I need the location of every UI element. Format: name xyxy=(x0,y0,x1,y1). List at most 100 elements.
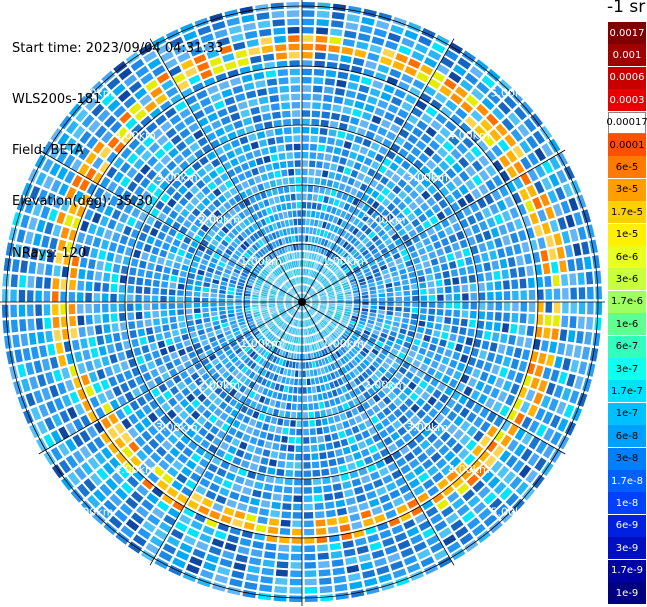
data-gate xyxy=(302,143,309,151)
data-gate xyxy=(5,242,15,257)
data-gate xyxy=(193,255,201,263)
data-gate xyxy=(298,243,302,251)
data-gate xyxy=(111,273,119,283)
data-gate xyxy=(285,263,289,270)
data-gate xyxy=(354,537,367,546)
data-gate xyxy=(278,349,284,357)
data-gate xyxy=(376,380,385,388)
colorbar-level: 0.0001 xyxy=(608,134,646,156)
data-gate xyxy=(248,337,256,344)
data-gate xyxy=(371,549,385,559)
data-gate xyxy=(195,485,207,496)
data-gate xyxy=(443,78,457,90)
data-gate xyxy=(375,422,384,432)
data-gate xyxy=(228,337,236,344)
data-gate xyxy=(227,445,237,455)
data-gate xyxy=(298,378,302,386)
data-gate xyxy=(271,272,277,279)
data-gate xyxy=(271,501,281,510)
data-gate xyxy=(154,325,162,334)
data-gate xyxy=(32,203,43,217)
data-gate xyxy=(302,35,314,42)
data-gate xyxy=(249,462,259,471)
data-gate xyxy=(285,300,292,302)
data-gate xyxy=(410,146,422,157)
data-gate xyxy=(196,404,206,414)
data-gate xyxy=(390,348,399,356)
data-gate xyxy=(476,273,485,282)
azimuth-spoke xyxy=(301,301,566,455)
data-gate xyxy=(338,323,346,329)
data-gate xyxy=(242,269,250,275)
data-gate xyxy=(270,154,279,162)
data-gate xyxy=(149,342,158,351)
data-gate xyxy=(486,425,498,438)
data-gate xyxy=(132,534,147,547)
data-gate xyxy=(161,440,173,451)
data-gate xyxy=(337,165,345,173)
data-gate xyxy=(361,249,369,257)
data-gate xyxy=(341,334,348,341)
data-gate xyxy=(307,395,313,402)
data-gate xyxy=(208,243,216,251)
data-gate xyxy=(581,241,590,255)
data-gate xyxy=(344,212,352,221)
data-gate xyxy=(164,453,175,464)
data-gate xyxy=(261,369,267,377)
data-gate xyxy=(387,391,397,401)
data-gate xyxy=(434,133,446,145)
data-gate xyxy=(173,428,184,439)
data-gate xyxy=(355,459,365,468)
data-gate xyxy=(304,570,317,577)
data-gate xyxy=(324,357,330,364)
data-gate xyxy=(462,510,476,523)
data-gate xyxy=(349,278,357,283)
data-gate xyxy=(267,333,273,340)
data-gate xyxy=(360,314,368,319)
data-gate xyxy=(222,550,235,560)
data-gate xyxy=(414,43,429,54)
data-gate xyxy=(330,344,337,351)
data-gate xyxy=(280,311,287,316)
data-gate xyxy=(441,374,451,384)
data-gate xyxy=(299,345,302,353)
data-gate xyxy=(419,92,432,104)
data-gate xyxy=(41,235,50,248)
data-gate xyxy=(286,152,294,160)
data-gate xyxy=(386,425,396,434)
data-gate xyxy=(330,467,339,475)
data-gate xyxy=(165,259,173,267)
data-gate xyxy=(243,252,251,259)
data-gate xyxy=(174,521,188,533)
data-gate xyxy=(363,157,373,166)
data-gate xyxy=(203,470,215,481)
data-gate xyxy=(237,234,245,242)
data-gate xyxy=(450,519,464,532)
data-gate xyxy=(237,351,245,358)
data-gate xyxy=(340,473,350,481)
data-gate xyxy=(353,397,361,406)
data-gate xyxy=(334,370,340,378)
data-gate xyxy=(150,368,160,378)
data-gate xyxy=(490,460,503,473)
data-gate xyxy=(285,144,293,151)
data-gate xyxy=(280,94,290,102)
data-gate xyxy=(255,282,262,287)
data-gate xyxy=(211,120,222,130)
data-gate xyxy=(247,178,256,186)
data-gate xyxy=(446,470,459,482)
data-gate xyxy=(437,294,444,301)
data-gate xyxy=(298,277,300,284)
colorbar-level: 1.7e-8 xyxy=(608,470,646,492)
data-gate xyxy=(114,342,123,352)
colorbar-level: 1e-5 xyxy=(608,223,646,246)
data-gate xyxy=(261,328,269,334)
data-gate xyxy=(323,230,329,238)
data-gate xyxy=(10,319,19,333)
data-gate xyxy=(100,432,112,444)
data-gate xyxy=(502,380,513,392)
data-gate xyxy=(260,228,267,236)
data-gate xyxy=(218,353,227,361)
data-gate xyxy=(43,433,55,448)
data-gate xyxy=(441,464,453,476)
